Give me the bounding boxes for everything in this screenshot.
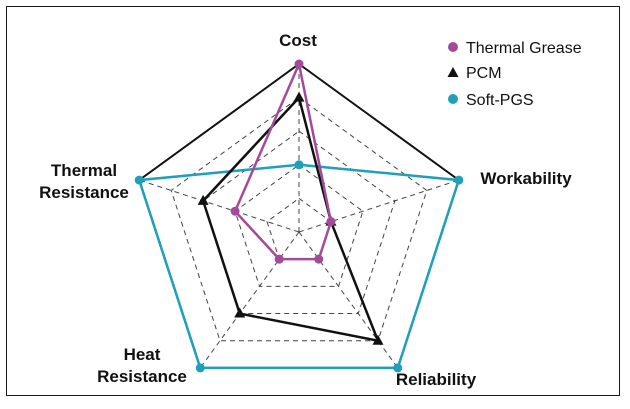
point-pcm-3: [234, 307, 246, 318]
series-soft-pgs: [134, 160, 464, 373]
spoke-3: [199, 231, 300, 369]
spoke-4: [139, 179, 300, 233]
point-soft-pgs-3: [195, 363, 205, 373]
axis-label-thermal-resistance: Thermal Resistance: [39, 161, 129, 202]
series-line-soft-pgs: [137, 163, 461, 370]
series-thermal-grease: [230, 59, 336, 264]
series-pcm: [197, 91, 384, 345]
radar-outer-outline: [138, 62, 460, 369]
legend-marker-pcm: [447, 67, 459, 77]
legend-item-soft-pgs: Soft-PGS: [448, 92, 534, 109]
point-soft-pgs-2: [393, 363, 403, 373]
axis-label-heat-resistance: Heat Resistance: [97, 345, 187, 386]
point-soft-pgs-4: [134, 175, 144, 185]
point-pcm-2: [372, 334, 384, 345]
outer-pentagon: [138, 62, 460, 369]
legend-item-thermal-grease: Thermal Grease: [448, 40, 582, 57]
point-thermal-grease-1: [326, 217, 336, 227]
axis-label-line: Thermal: [51, 161, 117, 180]
axis-label-line: Heat: [124, 345, 161, 364]
axis-label-reliability: Reliability: [396, 370, 477, 389]
radar-spokes: [139, 64, 459, 369]
radar-series: [134, 59, 464, 373]
grid-ring-2: [234, 164, 364, 287]
spoke-1: [298, 179, 459, 233]
point-soft-pgs-1: [454, 175, 464, 185]
legend-label-pcm: PCM: [466, 65, 502, 82]
axis-labels: Cost Workability Reliability Heat Resista…: [39, 31, 572, 389]
axis-label-line: Resistance: [97, 367, 187, 386]
axis-label-workability: Workability: [480, 169, 572, 188]
legend: Thermal Grease PCM Soft-PGS: [447, 40, 582, 109]
legend-marker-thermal-grease: [448, 42, 458, 52]
legend-label-soft-pgs: Soft-PGS: [466, 92, 534, 109]
point-thermal-grease-0: [294, 59, 304, 69]
axis-label-line: Resistance: [39, 183, 129, 202]
legend-label-thermal-grease: Thermal Grease: [466, 40, 582, 57]
legend-marker-soft-pgs: [448, 94, 458, 104]
chart-frame: [6, 6, 620, 396]
series-line-pcm: [201, 95, 381, 343]
point-thermal-grease-2: [314, 254, 324, 264]
point-thermal-grease-4: [230, 206, 240, 216]
series-line-thermal-grease: [233, 59, 333, 261]
point-pcm-0: [293, 91, 305, 102]
axis-label-cost: Cost: [279, 31, 317, 50]
legend-item-pcm: PCM: [447, 65, 502, 82]
grid-ring-1: [266, 197, 332, 260]
point-soft-pgs-0: [294, 160, 304, 170]
point-pcm-4: [197, 194, 209, 205]
point-thermal-grease-3: [274, 254, 284, 264]
spoke-2: [298, 231, 399, 369]
